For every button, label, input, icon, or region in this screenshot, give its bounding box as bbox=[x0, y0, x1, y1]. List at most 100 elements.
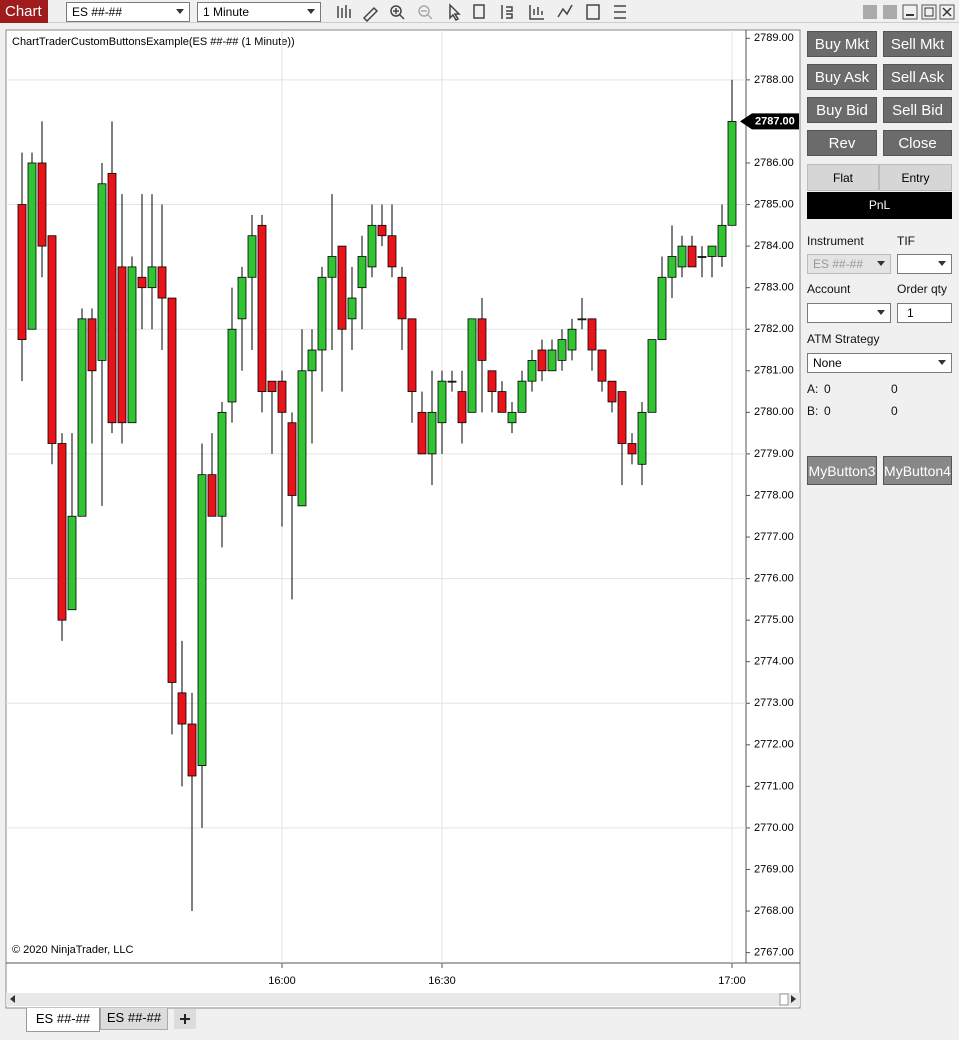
maximize-button[interactable] bbox=[921, 4, 937, 20]
data-box-icon[interactable] bbox=[473, 4, 485, 19]
bars-icon[interactable] bbox=[337, 5, 351, 18]
candle-body bbox=[327, 256, 337, 278]
sell-mkt-button[interactable]: Sell Mkt bbox=[883, 31, 952, 57]
b-value-1: 0 bbox=[824, 404, 831, 418]
candle-body bbox=[217, 411, 227, 517]
draw-icon[interactable] bbox=[362, 6, 379, 22]
pointer-icon[interactable] bbox=[449, 3, 461, 21]
scroll-thumb[interactable] bbox=[779, 993, 789, 1006]
candle-body bbox=[377, 224, 387, 237]
candle-body bbox=[47, 235, 57, 444]
candle-body bbox=[457, 391, 467, 424]
scroll-right[interactable] bbox=[791, 995, 796, 1003]
candle-body bbox=[257, 224, 267, 392]
tif-label: TIF bbox=[897, 234, 915, 248]
link-button[interactable] bbox=[863, 5, 877, 19]
candle-body bbox=[317, 276, 327, 351]
window-title: Chart bbox=[0, 0, 48, 23]
candle-body bbox=[167, 297, 177, 683]
my-button-4[interactable]: MyButton4 bbox=[883, 456, 952, 485]
candle-body bbox=[727, 121, 737, 226]
candle-body bbox=[697, 256, 707, 258]
candle-body bbox=[537, 349, 547, 372]
scroll-left[interactable] bbox=[10, 995, 15, 1003]
candle-body bbox=[177, 692, 187, 725]
candle-body bbox=[367, 224, 377, 268]
x-tick-label: 17:00 bbox=[718, 975, 746, 987]
candle-body bbox=[127, 266, 137, 424]
y-tick-label: 2785.00 bbox=[754, 198, 794, 210]
indicator-icon[interactable] bbox=[557, 4, 573, 18]
candle-body bbox=[597, 349, 607, 382]
last-price-marker bbox=[740, 113, 799, 130]
window-controls bbox=[863, 4, 955, 20]
y-tick-label: 2768.00 bbox=[754, 905, 794, 917]
pin-button[interactable] bbox=[883, 5, 897, 19]
properties-icon[interactable] bbox=[501, 5, 513, 19]
candle-body bbox=[107, 172, 117, 424]
order-qty-label: Order qty bbox=[897, 282, 948, 296]
template-icon[interactable] bbox=[586, 4, 600, 20]
tif-dropdown[interactable] bbox=[897, 254, 952, 274]
y-tick-label: 2769.00 bbox=[754, 863, 794, 875]
candle-body bbox=[147, 266, 157, 289]
candle-body bbox=[467, 318, 477, 413]
buy-bid-button[interactable]: Buy Bid bbox=[807, 97, 877, 123]
interval-select[interactable]: 1 Minute bbox=[197, 2, 321, 22]
account-dropdown[interactable] bbox=[807, 303, 891, 323]
instrument-select[interactable]: ES ##-## bbox=[66, 2, 190, 22]
candle-body bbox=[437, 380, 447, 424]
candle-body bbox=[207, 474, 217, 517]
buy-ask-button[interactable]: Buy Ask bbox=[807, 64, 877, 90]
x-tick-label: 16:00 bbox=[268, 975, 296, 987]
candle-body bbox=[287, 422, 297, 496]
copyright: © 2020 NinjaTrader, LLC bbox=[12, 944, 133, 956]
zoom-out-icon[interactable] bbox=[418, 5, 430, 17]
order-qty-input[interactable]: 1 bbox=[897, 303, 952, 323]
candle-body bbox=[497, 391, 507, 413]
y-tick-label: 2776.00 bbox=[754, 572, 794, 584]
y-tick-label: 2782.00 bbox=[754, 323, 794, 335]
candle-body bbox=[27, 162, 37, 330]
y-tick-label: 2780.00 bbox=[754, 406, 794, 418]
candle-body bbox=[587, 318, 597, 351]
y-tick-label: 2772.00 bbox=[754, 739, 794, 751]
candle-body bbox=[657, 276, 667, 341]
a-label: A: bbox=[807, 382, 819, 396]
candle-body bbox=[77, 318, 87, 517]
candle-body bbox=[627, 443, 637, 455]
candle-body bbox=[227, 328, 237, 403]
y-tick-label: 2770.00 bbox=[754, 822, 794, 834]
y-tick-label: 2779.00 bbox=[754, 448, 794, 460]
add-tab[interactable] bbox=[174, 1009, 196, 1029]
last-price-label: 2787.00 bbox=[755, 115, 795, 127]
tab[interactable]: ES ##-## bbox=[100, 1008, 168, 1030]
strategy-icon[interactable] bbox=[529, 5, 544, 20]
tab-active[interactable]: ES ##-## bbox=[26, 1008, 100, 1032]
zoom-in-icon[interactable] bbox=[390, 5, 402, 17]
sell-bid-button[interactable]: Sell Bid bbox=[883, 97, 952, 123]
candle-body bbox=[407, 318, 417, 392]
my-button-3[interactable]: MyButton3 bbox=[807, 456, 877, 485]
y-tick-label: 2784.00 bbox=[754, 240, 794, 252]
y-tick-label: 2781.00 bbox=[754, 365, 794, 377]
b-label: B: bbox=[807, 404, 819, 418]
sell-ask-button[interactable]: Sell Ask bbox=[883, 64, 952, 90]
scrollbar[interactable] bbox=[6, 993, 800, 1006]
close-position-button[interactable]: Close bbox=[883, 130, 952, 156]
candle-body bbox=[137, 276, 147, 289]
y-tick-label: 2788.00 bbox=[754, 74, 794, 86]
close-button[interactable] bbox=[939, 4, 955, 20]
candle-body bbox=[357, 256, 367, 289]
candle-body bbox=[717, 224, 727, 257]
minimize-button[interactable] bbox=[902, 4, 918, 20]
candle-body bbox=[117, 266, 127, 424]
y-tick-label: 2783.00 bbox=[754, 282, 794, 294]
rev-button[interactable]: Rev bbox=[807, 130, 877, 156]
y-tick-label: 2789.00 bbox=[754, 32, 794, 44]
candle-body bbox=[87, 318, 97, 372]
buy-mkt-button[interactable]: Buy Mkt bbox=[807, 31, 877, 57]
atm-dropdown[interactable]: None bbox=[807, 353, 952, 373]
menu-icon[interactable] bbox=[614, 5, 626, 19]
